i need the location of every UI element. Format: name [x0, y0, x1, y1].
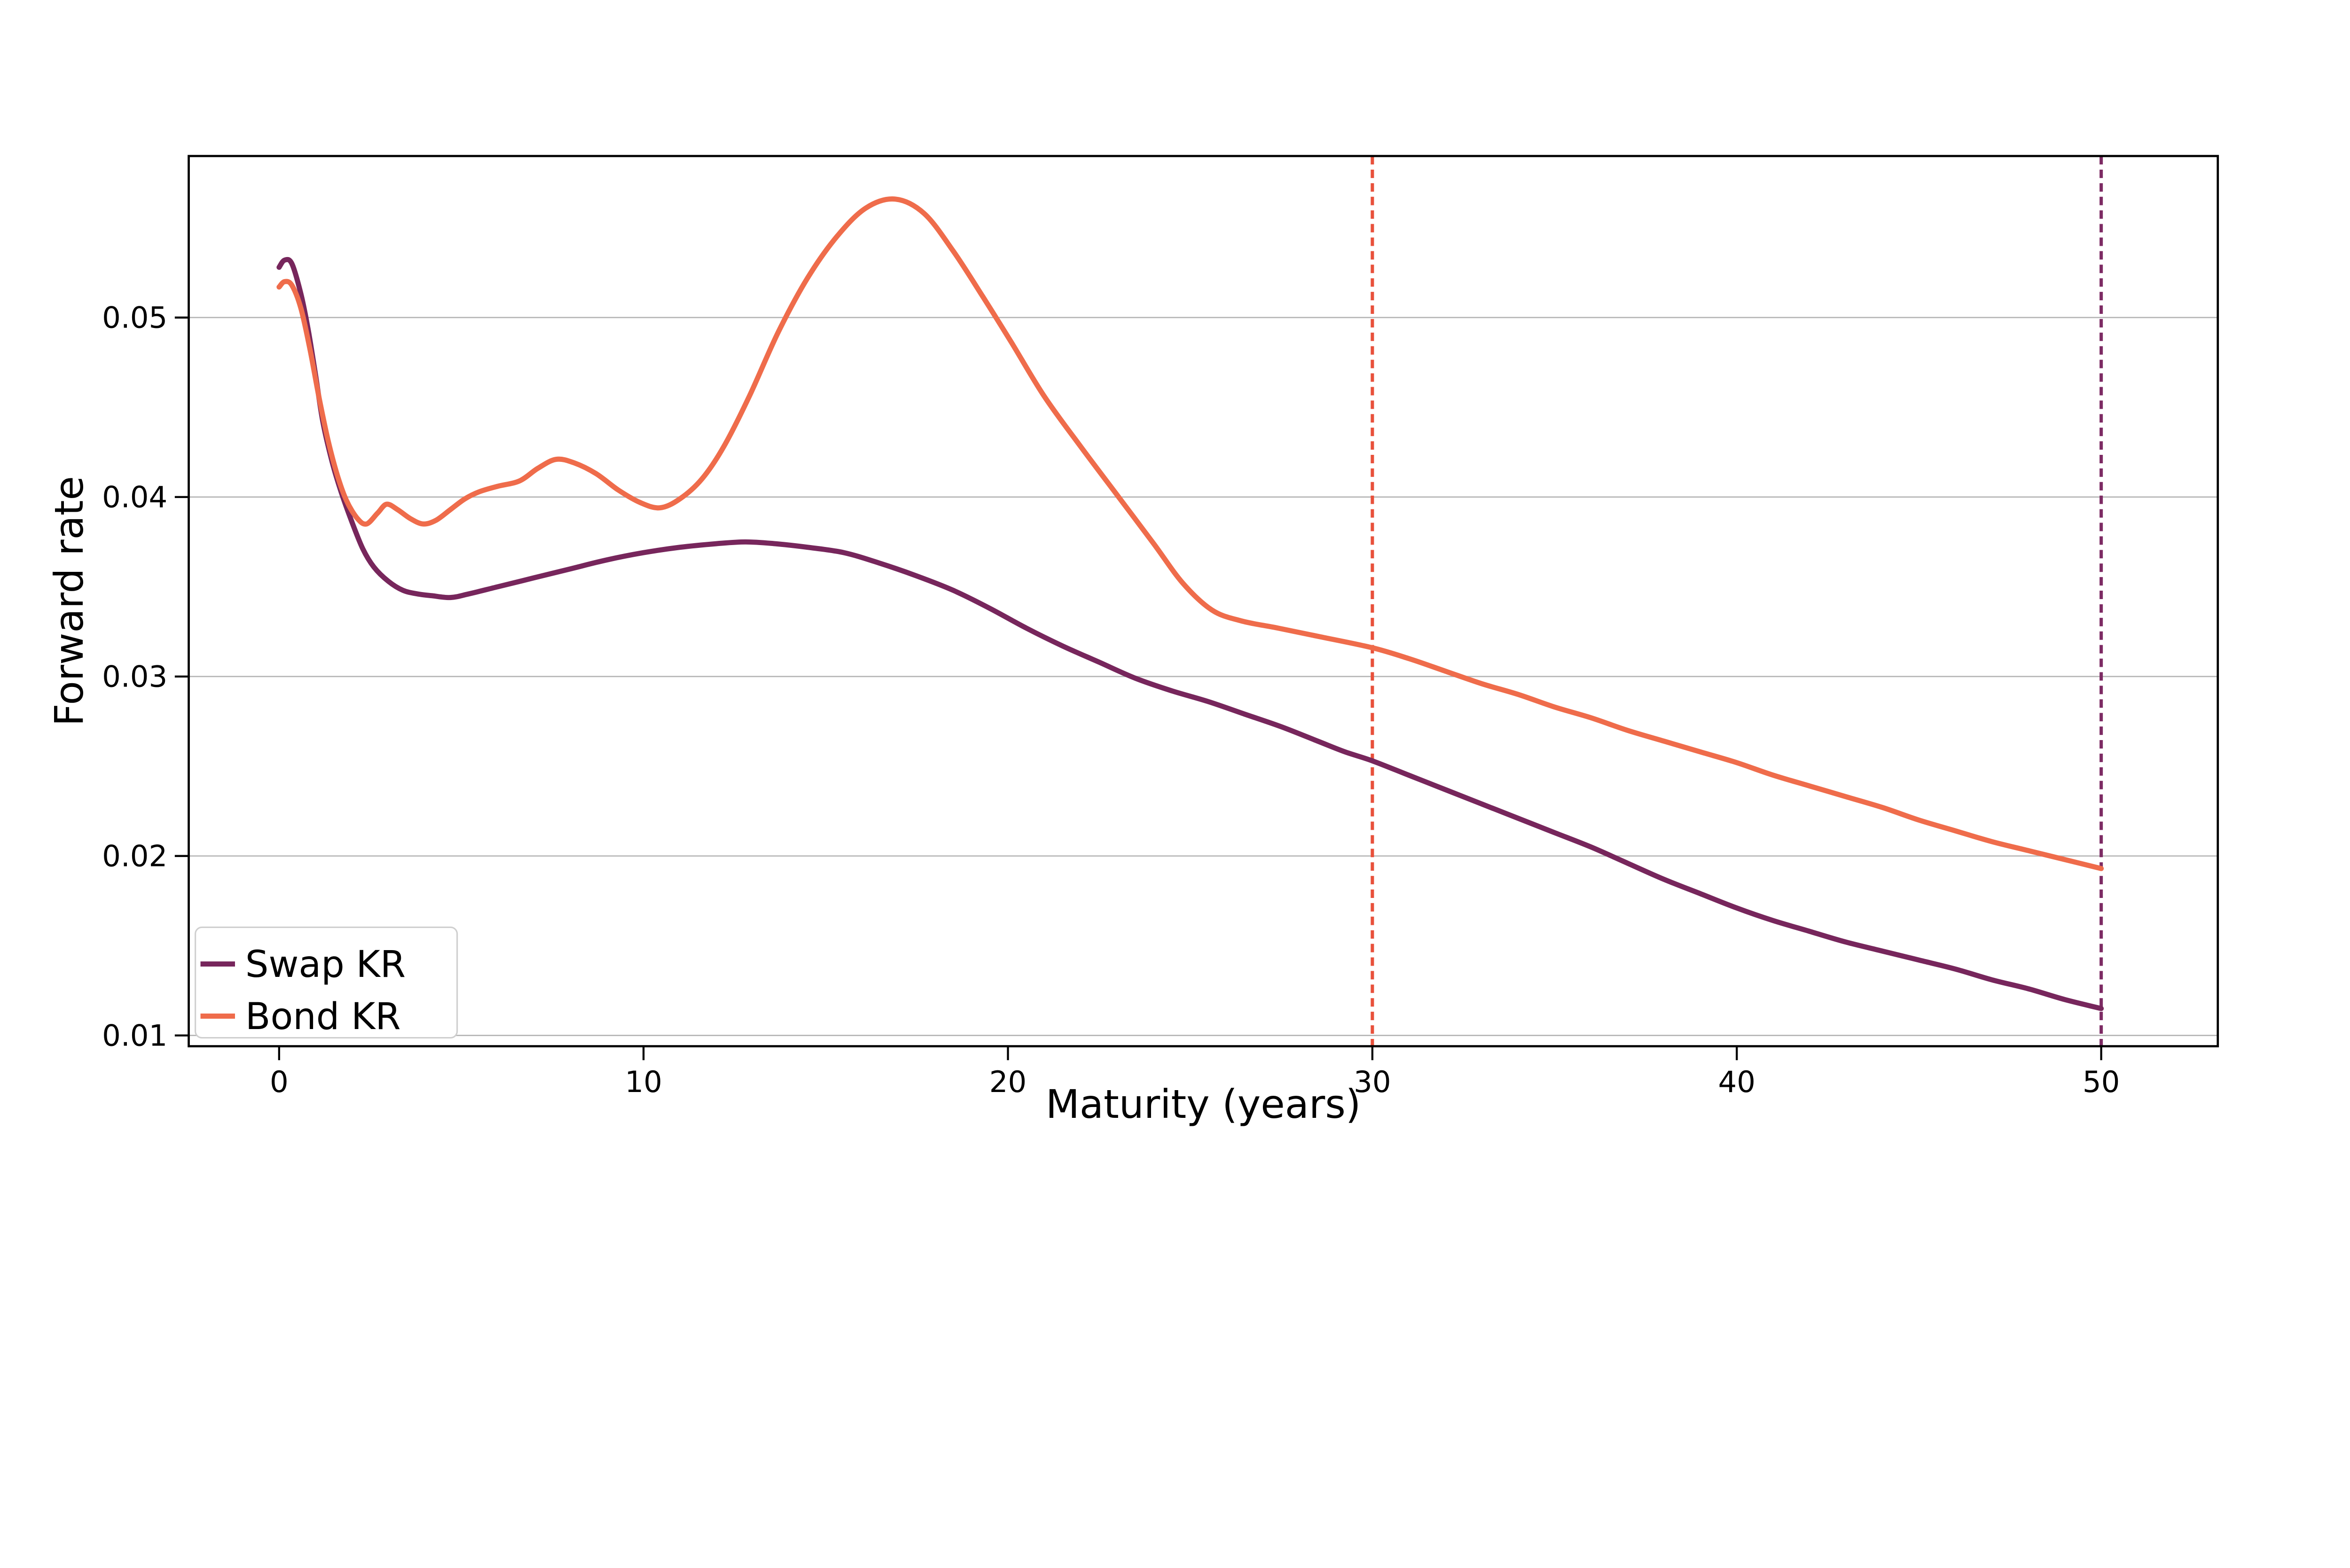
x-tick-label-50: 50	[2083, 1065, 2120, 1099]
x-tick-label-40: 40	[1718, 1065, 1756, 1099]
axis-tick-labels: 0 10 20 30 40 50 0.01 0.02 0.03 0.04 0.05	[102, 301, 2120, 1100]
axis-ticks	[174, 316, 2102, 1061]
legend-label-bond-kr: Bond KR	[245, 995, 401, 1038]
legend-box	[195, 926, 458, 1039]
y-tick-label-0.02: 0.02	[102, 839, 167, 874]
y-tick-label-0.03: 0.03	[102, 660, 167, 694]
plot-border	[188, 155, 2219, 1047]
x-axis-label: Maturity (years)	[1046, 1081, 1361, 1127]
y-tick-label-0.01: 0.01	[102, 1019, 167, 1053]
legend-label-swap-kr: Swap KR	[245, 943, 406, 986]
x-tick-label-30: 30	[1354, 1065, 1391, 1099]
vertical-reference-lines	[1371, 156, 2103, 1046]
legend: Swap KR Bond KR	[195, 926, 458, 1039]
x-tick-label-0: 0	[270, 1065, 289, 1099]
gridlines	[188, 317, 2218, 1037]
figure: 0 10 20 30 40 50 0.01 0.02 0.03 0.04 0.05 Maturity…	[0, 0, 2350, 1225]
forward-rate-chart: 0 10 20 30 40 50 0.01 0.02 0.03 0.04 0.05 Maturity…	[0, 0, 2350, 1225]
y-axis-label: Forward rate	[46, 476, 92, 726]
series-line-bond-kr	[276, 196, 2104, 871]
figure-background	[0, 0, 2350, 1225]
x-tick-label-10: 10	[625, 1065, 662, 1099]
series-lines	[276, 196, 2104, 1011]
series-line-swap-kr	[276, 257, 2104, 1011]
y-tick-label-0.05: 0.05	[102, 301, 167, 335]
y-tick-label-0.04: 0.04	[102, 480, 167, 515]
x-tick-label-20: 20	[989, 1065, 1027, 1099]
